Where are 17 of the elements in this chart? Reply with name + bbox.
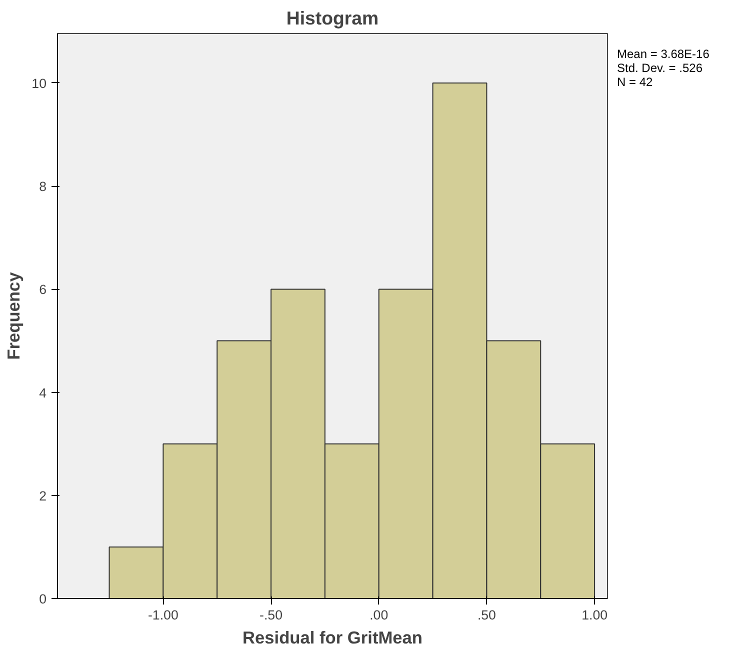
x-tick-label: 1.00 [582, 608, 608, 622]
y-tick-label: 4 [39, 385, 48, 400]
y-tick-label: 6 [39, 282, 47, 298]
y-tick-label: 10 [32, 76, 47, 91]
text: Mean = 3.68E-16 [617, 47, 710, 61]
y-tick-label: 8 [39, 179, 47, 194]
chart-title: Histogram [286, 8, 379, 28]
y-tick-label: 2 [39, 488, 47, 504]
x-tick-label: .00 [370, 608, 388, 622]
text: Std. Dev. = .526 [617, 60, 702, 75]
x-tick-label: -1.00 [148, 608, 178, 622]
x-axis-title: Residual for GritMean [242, 628, 423, 648]
y-tick-label: 0 [39, 592, 47, 606]
text: N = 42 [617, 74, 653, 89]
y-axis-title: Frequency [4, 272, 24, 360]
x-tick-label: .50 [477, 608, 496, 622]
x-tick-label: -.50 [260, 608, 283, 622]
